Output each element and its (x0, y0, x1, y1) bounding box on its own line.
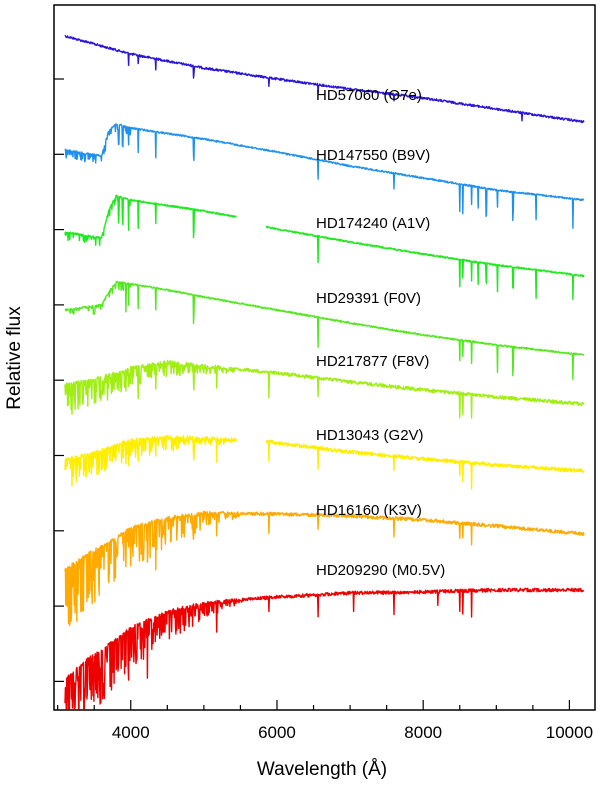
spectrum-hd16160 (64, 510, 585, 627)
spectra-series (64, 35, 585, 710)
spectrum-hd29391 (64, 280, 585, 381)
spectrum-hd209290 (64, 587, 585, 710)
plot-frame (53, 4, 596, 711)
series-label-hd217877: HD217877 (F8V) (316, 353, 429, 370)
spectrum-hd217877 (64, 359, 585, 419)
x-tick-label: 8000 (404, 723, 442, 742)
series-label-hd209290: HD209290 (M0.5V) (316, 562, 445, 579)
x-tick-label: 10000 (546, 723, 593, 742)
y-axis-title: Relative flux (4, 306, 25, 410)
series-label-hd13043: HD13043 (G2V) (316, 427, 424, 444)
spectrum-hd13043 (64, 434, 585, 490)
series-label-hd29391: HD29391 (F0V) (316, 290, 421, 307)
x-axis-ticks: 4000 6000 8000 10000 (57, 700, 593, 742)
series-label-hd57060: HD57060 (O7e) (316, 87, 422, 104)
series-labels: HD57060 (O7e) HD147550 (B9V) HD174240 (A1V… (316, 87, 445, 579)
x-axis-title: Wavelength (Å) (257, 759, 387, 780)
series-label-hd16160: HD16160 (K3V) (316, 502, 422, 519)
spectrum-hd147550 (64, 123, 585, 229)
y-axis-ticks (54, 78, 64, 683)
spectrum-hd174240 (64, 194, 585, 301)
spectrum-hd57060 (64, 35, 585, 124)
x-tick-label: 4000 (112, 723, 150, 742)
series-label-hd174240: HD174240 (A1V) (316, 215, 430, 232)
series-label-hd147550: HD147550 (B9V) (316, 147, 430, 164)
x-tick-label: 6000 (258, 723, 296, 742)
